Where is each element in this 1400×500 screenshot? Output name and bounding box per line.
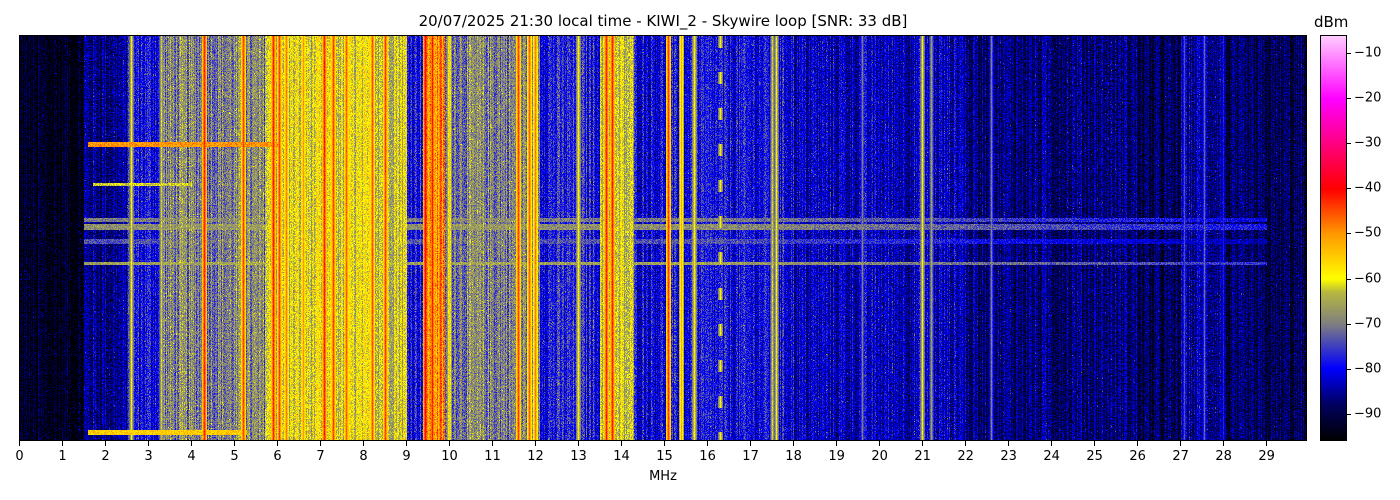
x-tick-mark <box>750 441 752 446</box>
x-tick-label: 28 <box>1215 449 1232 464</box>
x-tick-mark <box>492 441 494 446</box>
x-tick-label: 26 <box>1129 449 1146 464</box>
x-tick-label: 23 <box>1000 449 1017 464</box>
colorbar-tick-mark <box>1347 53 1351 55</box>
x-tick-mark <box>1266 441 1268 446</box>
x-tick-label: 12 <box>527 449 544 464</box>
x-tick-mark <box>234 441 236 446</box>
x-tick-mark <box>1223 441 1225 446</box>
x-tick-label: 4 <box>187 449 196 464</box>
x-tick-mark <box>62 441 63 446</box>
x-tick-label: 17 <box>742 449 759 464</box>
colorbar-tick-mark <box>1347 413 1351 415</box>
x-tick-label: 20 <box>871 449 888 464</box>
plot-area <box>19 35 1307 441</box>
x-tick-label: 21 <box>914 449 931 464</box>
x-tick-mark <box>1137 441 1139 446</box>
colorbar-tick-label: −10 <box>1354 45 1382 61</box>
x-tick-label: 13 <box>570 449 587 464</box>
x-tick-label: 1 <box>58 449 67 464</box>
x-tick-label: 9 <box>402 449 411 464</box>
x-tick-mark <box>793 441 795 446</box>
colorbar-tick-label: −70 <box>1354 316 1382 332</box>
x-tick-mark <box>191 441 193 446</box>
x-tick-label: 3 <box>144 449 153 464</box>
colorbar-tick-mark <box>1347 368 1351 370</box>
x-tick-label: 0 <box>15 449 24 464</box>
x-tick-label: 15 <box>656 449 673 464</box>
x-tick-label: 11 <box>484 449 501 464</box>
colorbar-tick-mark <box>1347 188 1351 190</box>
colorbar-tick-label: −90 <box>1354 406 1382 422</box>
x-tick-label: 7 <box>316 449 325 464</box>
x-tick-mark <box>449 441 451 446</box>
x-tick-label: 2 <box>101 449 110 464</box>
waterfall-heatmap <box>20 36 1306 440</box>
x-tick-mark <box>1094 441 1096 446</box>
x-tick-label: 29 <box>1258 449 1275 464</box>
x-tick-mark <box>1008 441 1010 446</box>
x-tick-mark <box>965 441 967 446</box>
x-tick-mark <box>148 441 149 446</box>
x-tick-mark <box>406 441 408 446</box>
colorbar-tick-label: −40 <box>1354 180 1382 196</box>
colorbar-label: dBm <box>1314 13 1349 31</box>
colorbar-tick-mark <box>1347 233 1351 235</box>
x-tick-mark <box>19 441 20 446</box>
x-tick-mark <box>836 441 838 446</box>
x-tick-mark <box>707 441 709 446</box>
colorbar-tick-mark <box>1347 143 1351 145</box>
x-tick-label: 16 <box>699 449 716 464</box>
x-tick-mark <box>621 441 623 446</box>
colorbar-tick-label: −80 <box>1354 361 1382 377</box>
x-tick-label: 24 <box>1043 449 1060 464</box>
x-tick-label: 6 <box>273 449 282 464</box>
chart-title: 20/07/2025 21:30 local time - KIWI_2 - S… <box>418 12 908 30</box>
colorbar-tick-label: −60 <box>1354 271 1382 287</box>
colorbar-tick-mark <box>1347 278 1351 280</box>
x-tick-label: 5 <box>230 449 239 464</box>
x-tick-label: 19 <box>828 449 845 464</box>
x-tick-mark <box>922 441 924 446</box>
x-tick-mark <box>277 441 279 446</box>
x-tick-mark <box>1180 441 1182 446</box>
x-tick-mark <box>535 441 537 446</box>
x-tick-label: 10 <box>441 449 458 464</box>
x-tick-label: 18 <box>785 449 802 464</box>
x-tick-mark <box>879 441 881 446</box>
colorbar-tick-mark <box>1347 323 1351 325</box>
colorbar-tick-label: −50 <box>1354 225 1382 241</box>
x-tick-label: 8 <box>359 449 368 464</box>
x-tick-mark <box>664 441 666 446</box>
x-tick-label: 27 <box>1172 449 1189 464</box>
colorbar-tick-label: −30 <box>1354 135 1382 151</box>
x-tick-label: 22 <box>957 449 974 464</box>
x-tick-mark <box>363 441 365 446</box>
colorbar-tick-mark <box>1347 98 1351 100</box>
x-tick-label: 25 <box>1086 449 1103 464</box>
x-tick-label: 14 <box>613 449 630 464</box>
x-tick-mark <box>105 441 106 446</box>
x-tick-mark <box>1051 441 1053 446</box>
colorbar-tick-label: −20 <box>1354 90 1382 106</box>
colorbar <box>1320 35 1347 441</box>
x-tick-mark <box>320 441 322 446</box>
x-tick-mark <box>578 441 580 446</box>
x-axis-label: MHz <box>649 469 677 484</box>
